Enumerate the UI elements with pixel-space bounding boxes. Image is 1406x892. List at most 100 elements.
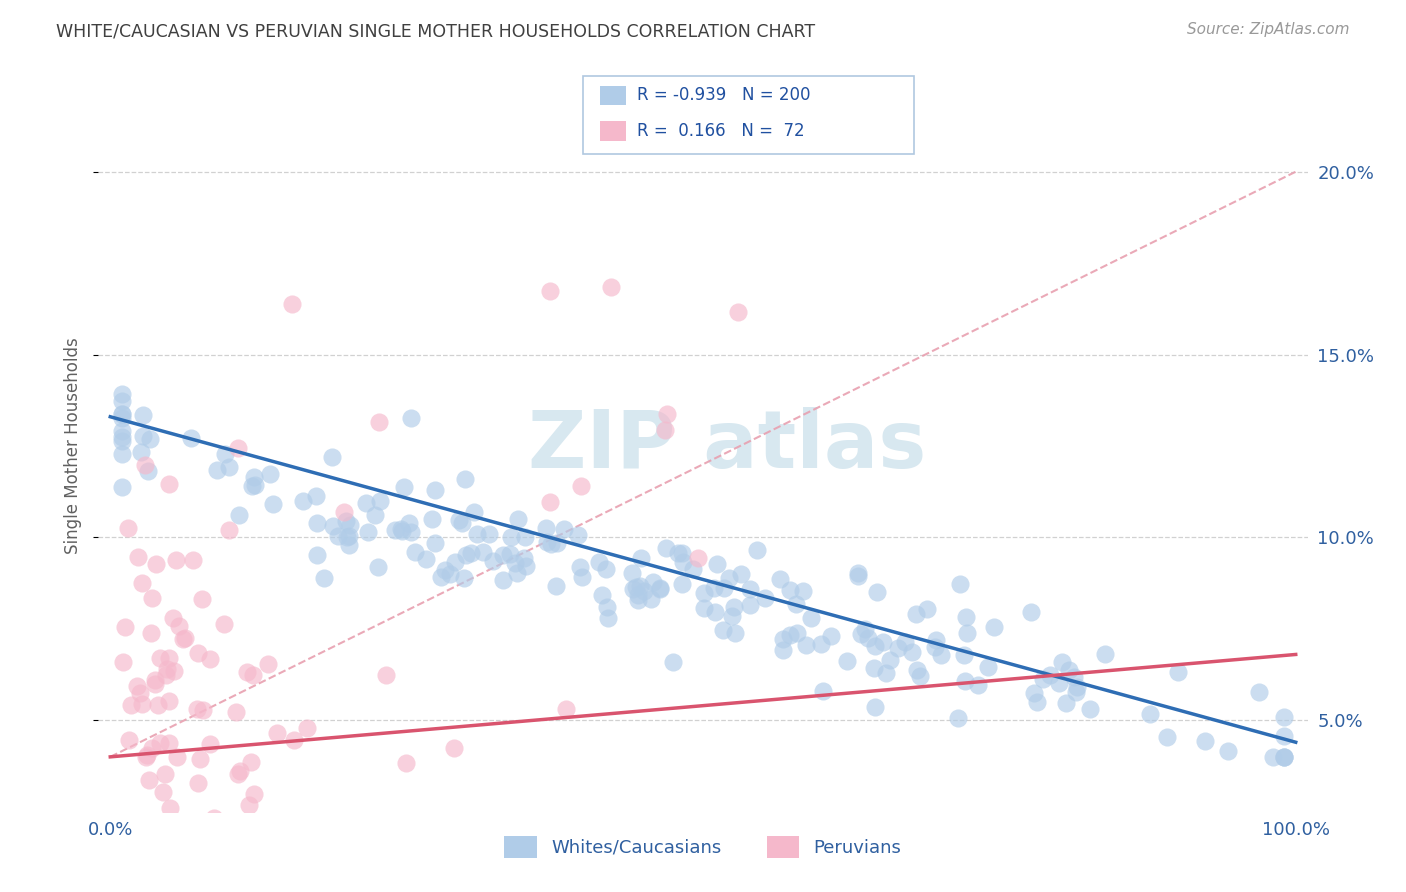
Point xyxy=(730,566,752,581)
Point xyxy=(508,512,530,526)
Point xyxy=(245,478,267,492)
Point xyxy=(711,623,734,637)
Point xyxy=(1057,663,1080,677)
Point xyxy=(1272,710,1295,724)
Point xyxy=(121,823,143,837)
Point xyxy=(1272,749,1295,764)
Point xyxy=(953,648,976,662)
Point xyxy=(654,423,676,437)
Point xyxy=(872,635,894,649)
Point xyxy=(188,752,211,766)
Point xyxy=(720,608,742,623)
Point xyxy=(226,441,249,455)
Point xyxy=(129,686,152,700)
Point xyxy=(875,666,897,681)
Point xyxy=(135,823,157,837)
Point xyxy=(571,570,593,584)
Point xyxy=(627,592,650,607)
Point xyxy=(811,683,834,698)
Point xyxy=(117,521,139,535)
Point xyxy=(257,657,280,671)
Point xyxy=(536,521,558,535)
Point xyxy=(703,581,725,595)
Point xyxy=(544,579,567,593)
Point xyxy=(367,559,389,574)
Point xyxy=(648,582,671,597)
Point xyxy=(118,733,141,747)
Point xyxy=(295,721,318,735)
Point xyxy=(266,726,288,740)
Point xyxy=(394,756,416,771)
Point xyxy=(553,522,575,536)
Point xyxy=(134,458,156,472)
Point xyxy=(111,425,134,439)
Point xyxy=(111,446,134,460)
Point xyxy=(157,694,180,708)
Point xyxy=(111,430,134,444)
Point xyxy=(155,667,177,681)
Point xyxy=(339,538,361,552)
Point xyxy=(666,546,689,560)
Point xyxy=(190,591,212,606)
Point xyxy=(1139,707,1161,722)
Point xyxy=(354,495,377,509)
Point xyxy=(454,472,477,486)
Point xyxy=(1054,697,1077,711)
Point xyxy=(443,740,465,755)
Point xyxy=(740,598,762,612)
Point xyxy=(202,811,225,825)
Point xyxy=(879,653,901,667)
Point xyxy=(131,697,153,711)
Point xyxy=(727,305,749,319)
Point xyxy=(136,747,159,762)
Point xyxy=(399,410,422,425)
Point xyxy=(339,518,361,533)
Point xyxy=(259,467,281,481)
Point xyxy=(131,575,153,590)
Point xyxy=(153,823,176,837)
Point xyxy=(364,508,387,522)
Point xyxy=(111,387,134,401)
Point xyxy=(588,555,610,569)
Point xyxy=(738,582,761,596)
Point xyxy=(931,648,953,662)
Point xyxy=(478,527,501,541)
Point xyxy=(420,511,443,525)
Point xyxy=(1247,685,1270,699)
Point xyxy=(591,588,613,602)
Point xyxy=(853,622,876,636)
Point xyxy=(1039,668,1062,682)
Point xyxy=(242,668,264,682)
Point xyxy=(337,529,360,543)
Point xyxy=(492,548,515,562)
Point xyxy=(779,583,801,598)
Point xyxy=(187,776,209,790)
Point xyxy=(460,546,482,560)
Point xyxy=(218,459,240,474)
Point xyxy=(792,583,814,598)
Point xyxy=(228,764,250,778)
Point xyxy=(392,480,415,494)
Point xyxy=(894,634,917,648)
Point xyxy=(429,570,451,584)
Point xyxy=(149,736,172,750)
Point xyxy=(1094,647,1116,661)
Point xyxy=(624,580,647,594)
Point xyxy=(662,655,685,669)
Point xyxy=(621,566,644,581)
Point xyxy=(463,505,485,519)
Point xyxy=(423,536,446,550)
Point xyxy=(568,560,591,574)
Point xyxy=(391,524,413,538)
Point xyxy=(1216,744,1239,758)
Point xyxy=(754,591,776,605)
Point xyxy=(538,285,561,299)
Point xyxy=(273,823,295,837)
Point xyxy=(1272,749,1295,764)
Point xyxy=(772,643,794,657)
Point xyxy=(139,432,162,446)
Point xyxy=(423,483,446,497)
Point xyxy=(157,736,180,750)
Point xyxy=(769,572,792,586)
Point xyxy=(111,434,134,448)
